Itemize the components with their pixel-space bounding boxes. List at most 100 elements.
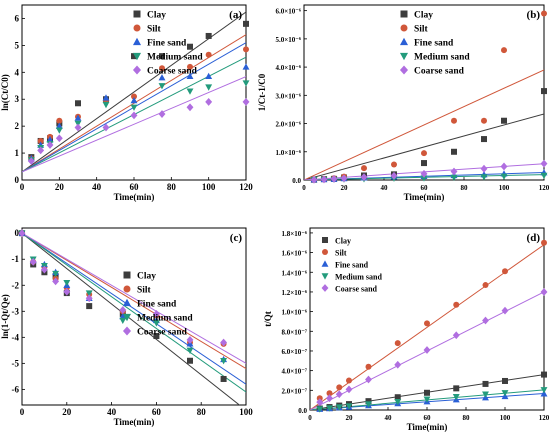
y-tick-label: 2 [15, 121, 20, 131]
data-point [326, 390, 333, 397]
y-tick-label: 0 [15, 228, 20, 238]
fit-line-medium-sand [22, 232, 246, 393]
legend-marker [399, 65, 409, 75]
data-point [394, 398, 402, 406]
legend-label: Silt [335, 249, 347, 258]
data-point [482, 316, 489, 325]
legend-marker [122, 313, 132, 322]
data-point [482, 282, 489, 289]
data-point [421, 150, 427, 157]
data-point [450, 174, 458, 182]
x-tick-label: 0 [302, 184, 306, 192]
panel-a: 0 20 40 60 80 100 120 0 1 2 3 4 5 6 Time(min) ln(Ct/C0)… [0, 4, 253, 202]
x-tick-label: 120 [239, 182, 253, 192]
legend-marker [322, 249, 328, 255]
legend: Clay Silt Fine sand Medium sand Coarse sand [399, 10, 470, 77]
legend-marker [321, 260, 329, 267]
legend-label: Clay [414, 11, 433, 21]
data-point [501, 306, 509, 315]
y-tick-label: 0.0 [292, 177, 301, 185]
data-point [482, 391, 489, 398]
data-point [52, 277, 60, 286]
data-point [152, 309, 160, 318]
data-point [186, 72, 194, 80]
data-point [242, 98, 250, 106]
data-point [130, 96, 138, 104]
legend-label: Silt [414, 25, 429, 35]
x-tick-label: 20 [346, 414, 354, 422]
x-tick-label: 20 [341, 184, 349, 192]
data-point [330, 174, 338, 183]
panel-c: 0 20 40 60 80 100 0 -1 -2 -3 -4 -5 -6 Time(min) ln(1-Q… [0, 227, 253, 427]
data-point [158, 110, 166, 118]
data-point [316, 406, 324, 413]
data-point [46, 136, 54, 143]
data-point [186, 103, 194, 112]
y-tick-label: 6.0×10⁻⁶ [275, 8, 301, 16]
data-point [450, 167, 458, 176]
data-point [502, 268, 508, 275]
y-tick-label: 3.0×10⁻⁶ [275, 92, 301, 100]
fit-line-fine-sand [22, 232, 246, 385]
data-point [335, 404, 343, 411]
y-tick-label: 1.0×10⁻⁶ [275, 149, 301, 157]
y-tick-label: -1 [12, 254, 20, 264]
data-point [152, 320, 160, 327]
fit-line-clay [22, 232, 241, 405]
y-tick-label: -3 [12, 306, 20, 316]
series-silt [311, 10, 547, 183]
data-point [187, 43, 193, 50]
data-point [501, 47, 507, 54]
y-tick-label: -2 [12, 280, 20, 290]
data-point [345, 385, 353, 394]
data-point [365, 401, 372, 408]
data-point [310, 175, 318, 184]
legend-label: Clay [137, 272, 156, 282]
data-point [243, 20, 249, 27]
x-tick-label: 100 [500, 414, 511, 422]
data-point [394, 360, 402, 369]
panel-label: (c) [230, 232, 243, 244]
legend-label: Coarse sand [414, 67, 465, 77]
fit-line-clay [22, 11, 246, 173]
series-medium-sand [316, 387, 548, 413]
y-axis-label: t/Qt [263, 311, 273, 327]
fit-line-silt [310, 244, 544, 410]
x-axis-label: Time(min) [114, 192, 155, 202]
data-point [424, 320, 430, 327]
data-point [86, 303, 93, 310]
x-tick-label: 20 [62, 407, 72, 417]
data-point [345, 403, 353, 410]
data-point [480, 164, 488, 173]
data-point [27, 157, 35, 166]
data-point [452, 331, 460, 340]
panel-label: (b) [527, 9, 541, 21]
x-tick-label: 80 [463, 414, 471, 422]
y-tick-label: 1.2×10⁻⁶ [281, 289, 307, 297]
y-tick-label: -4 [12, 332, 20, 342]
legend-label: Fine sand [335, 261, 369, 270]
legend: Clay Silt Fine sand Medium sand Coarse sand [122, 271, 193, 338]
fit-line-coarse-sand [22, 232, 246, 364]
data-point [453, 385, 460, 392]
legend-label: Silt [147, 25, 162, 35]
fit-line-silt [22, 232, 246, 369]
data-point [346, 377, 352, 384]
data-point [480, 174, 488, 181]
data-point [74, 123, 82, 132]
data-point [481, 117, 487, 124]
data-point [394, 394, 401, 401]
x-axis-label: Time(min) [404, 192, 445, 202]
legend-marker [122, 326, 132, 336]
legend-marker [399, 37, 409, 46]
legend-marker [399, 52, 409, 61]
data-point [29, 257, 37, 266]
legend-label: Coarse sand [335, 285, 378, 294]
fit-lines [310, 244, 544, 410]
legend-marker [132, 65, 142, 75]
data-point [74, 114, 82, 121]
legend-label: Clay [335, 237, 351, 246]
legend-marker [321, 273, 329, 280]
y-tick-label: 4 [15, 67, 20, 77]
